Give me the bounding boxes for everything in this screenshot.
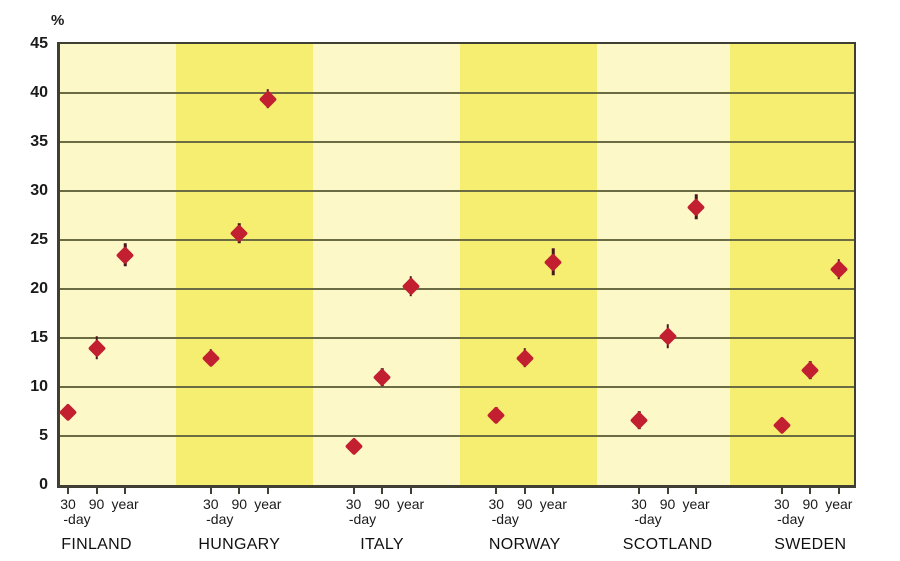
x-tick-mark (552, 488, 555, 494)
x-tick-label: 90 (517, 496, 533, 512)
y-tick-label: 30 (30, 182, 48, 199)
y-tick-label: 20 (30, 280, 48, 297)
band-light (312, 44, 460, 485)
band-light (60, 44, 176, 485)
x-tick-mark (266, 488, 269, 494)
x-tick-label: 30 (60, 496, 76, 512)
country-label: SWEDEN (774, 536, 847, 553)
x-tick-mark (809, 488, 812, 494)
country-label: ITALY (360, 536, 404, 553)
y-tick-label: 25 (30, 231, 48, 248)
band-dark (460, 44, 597, 485)
y-tick-label: 35 (30, 133, 48, 150)
x-tick-mark (409, 488, 412, 494)
gridline (60, 92, 854, 94)
x-tick-sublabel: -day (348, 511, 377, 527)
band-light (596, 44, 730, 485)
x-tick-label: 30 (488, 496, 505, 512)
x-tick-sublabel: -day (634, 511, 662, 527)
gridline (60, 288, 854, 290)
x-tick-label: year (682, 496, 710, 512)
gridline (60, 386, 854, 388)
y-tick-label: 15 (30, 329, 48, 346)
x-tick-sublabel: -day (63, 511, 91, 527)
band-dark (176, 44, 313, 485)
x-tick-label: year (111, 496, 139, 512)
x-tick-mark (695, 488, 698, 494)
y-tick-label: 0 (39, 476, 48, 493)
x-tick-mark (666, 488, 669, 494)
country-label: SCOTLAND (622, 536, 713, 553)
x-tick-label: 30 (631, 496, 647, 512)
x-tick-mark (837, 488, 840, 494)
x-tick-label: year (825, 496, 853, 512)
x-tick-mark (495, 488, 498, 494)
x-tick-mark (381, 488, 384, 494)
country-label: HUNGARY (198, 536, 281, 553)
country-label: FINLAND (61, 536, 132, 553)
x-tick-label: 90 (374, 496, 390, 512)
x-tick-label: year (396, 496, 425, 512)
x-tick-mark (780, 488, 783, 494)
x-tick-label: 30 (773, 496, 790, 512)
gridline (60, 239, 854, 241)
x-tick-sublabel: -day (777, 511, 805, 527)
y-axis-unit-label: % (51, 12, 65, 29)
x-tick-mark (95, 488, 98, 494)
x-tick-mark (124, 488, 127, 494)
x-tick-mark (66, 488, 69, 494)
x-tick-label: year (539, 496, 567, 512)
gridline (60, 141, 854, 143)
x-tick-sublabel: -day (491, 511, 519, 527)
y-tick-label: 40 (30, 84, 48, 101)
x-tick-sublabel: -day (206, 511, 234, 527)
y-tick-label: 5 (39, 427, 48, 444)
x-tick-mark (209, 488, 212, 494)
y-tick-label: 10 (30, 378, 48, 395)
x-tick-mark (523, 488, 526, 494)
country-label: NORWAY (488, 536, 561, 553)
x-tick-label: 90 (88, 496, 105, 512)
x-tick-mark (638, 488, 640, 494)
plot-area (57, 42, 856, 494)
x-tick-label: 90 (802, 496, 819, 512)
x-tick-label: 90 (231, 496, 248, 512)
x-tick-mark (238, 488, 241, 494)
y-tick-label: 45 (30, 35, 48, 52)
x-tick-label: 30 (202, 496, 219, 512)
x-tick-label: year (254, 496, 282, 512)
gridline (60, 435, 854, 437)
x-tick-label: 90 (659, 496, 676, 512)
gridline (60, 336, 854, 339)
x-tick-mark (352, 488, 355, 494)
gridline (60, 189, 854, 192)
x-tick-label: 30 (345, 496, 362, 512)
